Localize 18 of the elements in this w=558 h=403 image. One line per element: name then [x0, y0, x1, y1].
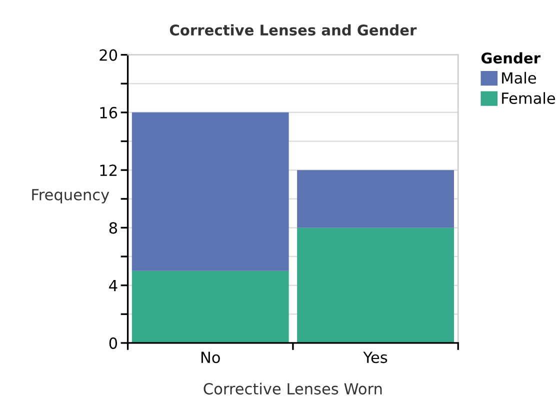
bar: [297, 170, 454, 228]
y-tick-label: 20: [100, 49, 118, 61]
y-tick-label: 4: [109, 280, 118, 292]
y-tick-label: 8: [109, 222, 118, 234]
bar: [132, 270, 289, 343]
bar: [297, 228, 454, 343]
bar: [132, 112, 289, 271]
y-tick-label: 0: [109, 337, 118, 349]
y-axis-title: Frequency: [32, 189, 110, 204]
legend-title: Gender: [481, 52, 540, 64]
y-tick-label: 16: [100, 106, 118, 118]
legend-label: Female: [502, 92, 556, 104]
x-axis-title: Corrective Lenses Worn: [204, 382, 382, 395]
chart-title: Corrective Lenses and Gender: [170, 24, 417, 36]
x-tick-label: No: [201, 352, 220, 364]
y-tick-label: 12: [100, 164, 117, 176]
legend-label: Male: [502, 72, 536, 84]
x-tick-label: Yes: [363, 352, 388, 364]
